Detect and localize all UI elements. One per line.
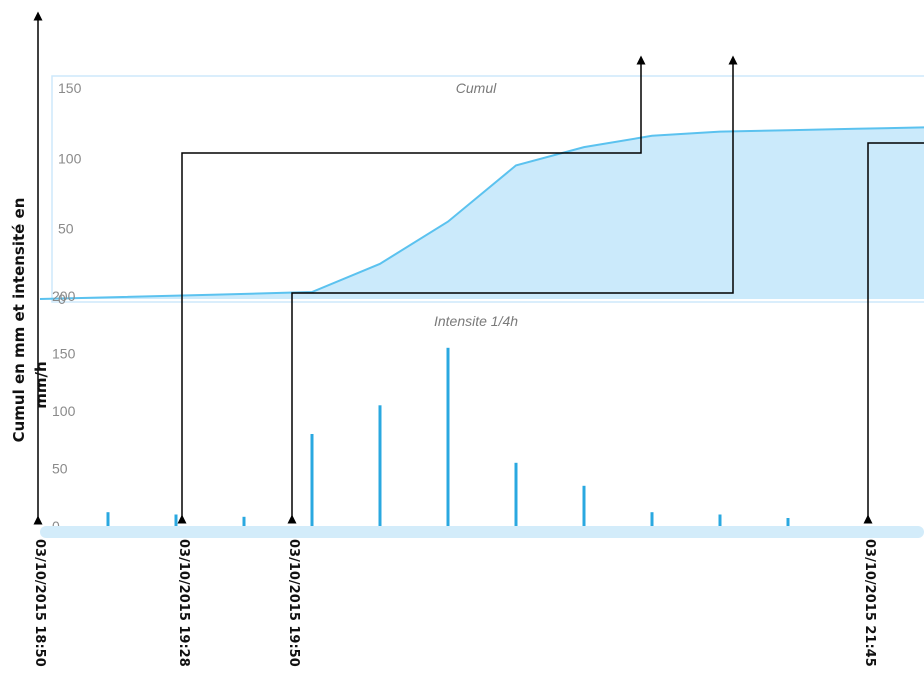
intensity-bars	[106, 347, 790, 527]
intensity-panel: Intensite 1/4h 0 50 100 150 200	[40, 288, 924, 538]
cumul-y-ticks: 0 50 100 150	[58, 80, 82, 307]
intensity-bar-21-35	[786, 518, 790, 526]
intensity-y-ticks: 0 50 100 150 200	[52, 288, 76, 534]
intensity-y-tick-200: 200	[52, 288, 76, 304]
cumul-panel-title: Cumul	[456, 80, 497, 96]
intensity-y-tick-50: 50	[52, 461, 68, 477]
intensity-bar-20-20	[446, 347, 450, 527]
cumul-y-tick-150: 150	[58, 80, 82, 96]
cumul-panel: Cumul 0 50 100 150	[39, 75, 924, 307]
intensity-bar-19-05	[106, 512, 110, 526]
connector-21-45	[863, 142, 924, 524]
intensity-bar-19-35	[242, 516, 246, 526]
intensity-bar-20-35	[514, 462, 518, 527]
x-axis-band	[40, 526, 924, 538]
intensity-bar-21-20	[718, 514, 722, 526]
date-label-21-45: 03/10/2015 21:45	[862, 539, 877, 667]
y-axis-label-line1: Cumul en mm et intensité en	[10, 198, 28, 443]
connector-19-50	[287, 55, 738, 524]
cumul-y-tick-100: 100	[58, 150, 82, 166]
date-label-19-28: 03/10/2015 19:28	[176, 539, 191, 667]
cumul-y-tick-50: 50	[58, 221, 74, 237]
cumul-y-tick-0: 0	[58, 291, 66, 307]
intensity-bar-20-50	[582, 485, 586, 527]
intensity-panel-title: Intensite 1/4h	[434, 313, 518, 329]
date-label-18-50: 03/10/2015 18:50	[32, 539, 47, 667]
intensity-bar-21-05	[650, 512, 654, 526]
date-label-19-50: 03/10/2015 19:50	[286, 539, 301, 667]
intensity-bar-19-50	[310, 434, 314, 526]
y-axis-label-line2: mm/h	[32, 361, 50, 408]
intensity-bar-19-20	[174, 514, 178, 526]
intensity-y-tick-150: 150	[52, 346, 76, 362]
intensity-bar-20-05	[378, 405, 382, 527]
annotation-connectors	[177, 55, 924, 524]
intensity-y-tick-100: 100	[52, 403, 76, 419]
